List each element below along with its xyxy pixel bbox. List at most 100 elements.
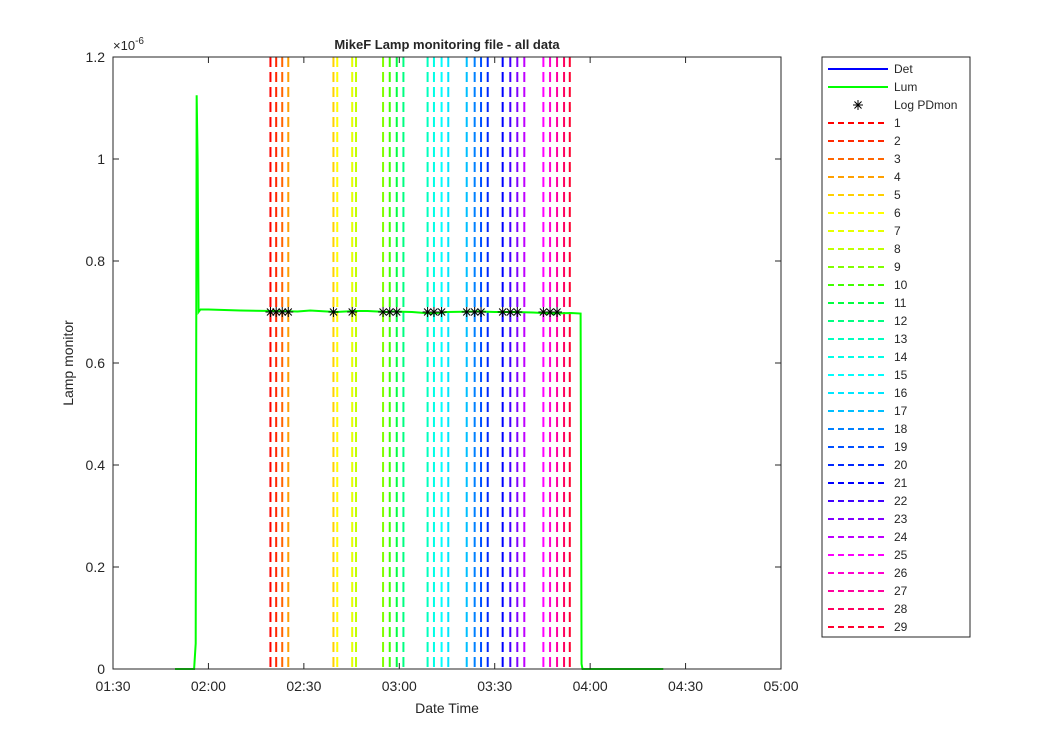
log-pdmon-point-3-stroke-3 <box>278 308 287 316</box>
legend-item-14: 14 <box>828 350 908 364</box>
legend-label: 18 <box>894 422 908 436</box>
x-tick-label: 03:30 <box>477 678 512 694</box>
legend-item-8: 8 <box>828 242 901 256</box>
log-pdmon-point-18-stroke-3 <box>513 308 522 316</box>
legend-swatch-star <box>853 100 863 110</box>
legend-label: 21 <box>894 476 908 490</box>
y-axis-ticks: 0 0.2 0.4 0.6 0.8 1 1.2 <box>86 49 781 677</box>
log-pdmon-point-12 <box>436 307 447 317</box>
y-tick-label: 1 <box>97 151 105 167</box>
legend-item-11: 11 <box>828 296 907 310</box>
log-pdmon-point-16 <box>497 307 508 317</box>
log-pdmon-point-5-stroke-3 <box>329 308 338 316</box>
legend-label: 3 <box>894 152 901 166</box>
legend-label: 14 <box>894 350 908 364</box>
legend-item-15: 15 <box>828 368 908 382</box>
legend-label: 5 <box>894 188 901 202</box>
log-pdmon-point-2-stroke-3 <box>272 308 281 316</box>
y-exponent-base: ×10 <box>113 38 135 53</box>
legend-label: 8 <box>894 242 901 256</box>
log-pdmon-point-5 <box>328 307 339 317</box>
legend-label: 22 <box>894 494 908 508</box>
legend-label: 27 <box>894 584 908 598</box>
log-pdmon-point-4-stroke-3 <box>284 308 293 316</box>
legend-label: 16 <box>894 386 908 400</box>
x-tick-label: 04:00 <box>573 678 608 694</box>
y-axis-label: Lamp monitor <box>60 320 76 406</box>
legend-item-10: 10 <box>828 278 908 292</box>
y-tick-label: 0.6 <box>86 355 106 371</box>
log-pdmon-point-21-stroke-3 <box>553 308 561 316</box>
legend-label: 11 <box>894 296 907 310</box>
x-axis-ticks: 01:30 02:00 02:30 03:00 03:30 04:00 04:30 05:00 <box>95 57 799 694</box>
y-axis-exponent: ×10-6 <box>113 36 144 53</box>
legend-label: Lum <box>894 80 917 94</box>
log-pdmon-point-2 <box>271 307 282 317</box>
legend-label: 10 <box>894 278 908 292</box>
log-pdmon-points <box>265 307 563 317</box>
legend-label: 25 <box>894 548 908 562</box>
x-tick-label: 01:30 <box>95 678 130 694</box>
legend-item-17: 17 <box>828 404 908 418</box>
legend-label: Det <box>894 62 913 76</box>
y-tick-label: 0 <box>97 661 105 677</box>
log-pdmon-point-16-stroke-3 <box>498 308 507 316</box>
log-pdmon-point-18 <box>512 307 523 317</box>
legend-item-19: 19 <box>828 440 908 454</box>
legend-item-9: 9 <box>828 260 901 274</box>
legend-item-27: 27 <box>828 584 908 598</box>
log-pdmon-point-21 <box>552 307 563 317</box>
legend-item-24: 24 <box>828 530 908 544</box>
legend-item-5: 5 <box>828 188 901 202</box>
log-pdmon-point-8-stroke-3 <box>385 308 394 316</box>
legend-item-22: 22 <box>828 494 908 508</box>
log-pdmon-point-17-stroke-3 <box>506 308 515 316</box>
legend-label: 12 <box>894 314 908 328</box>
log-pdmon-point-8 <box>384 307 395 317</box>
legend-swatch-star-stroke-3 <box>854 101 862 109</box>
legend-item-7: 7 <box>828 224 901 238</box>
log-pdmon-point-1-stroke-3 <box>266 308 275 316</box>
y-tick-label: 1.2 <box>86 49 106 65</box>
log-pdmon-point-6-stroke-3 <box>348 308 357 316</box>
y-exponent-power: -6 <box>135 36 144 47</box>
legend-item-4: 4 <box>828 170 901 184</box>
legend-item-2: 2 <box>828 134 901 148</box>
legend-label: 2 <box>894 134 901 148</box>
legend-item-18: 18 <box>828 422 908 436</box>
legend-label: 13 <box>894 332 908 346</box>
log-pdmon-point-19-stroke-3 <box>539 308 548 316</box>
x-tick-label: 04:30 <box>668 678 703 694</box>
legend-label: Log PDmon <box>894 98 957 112</box>
legend-label: 9 <box>894 260 901 274</box>
log-pdmon-point-15 <box>476 307 487 317</box>
plot-area <box>113 57 781 669</box>
x-tick-label: 02:30 <box>286 678 321 694</box>
legend-item-26: 26 <box>828 566 908 580</box>
y-tick-label: 0.2 <box>86 559 106 575</box>
log-pdmon-point-4 <box>283 307 294 317</box>
legend-item-lum: Lum <box>828 80 917 94</box>
legend-label: 7 <box>894 224 901 238</box>
log-pdmon-point-11-stroke-3 <box>430 308 438 316</box>
log-pdmon-point-19 <box>538 307 549 317</box>
legend-label: 28 <box>894 602 908 616</box>
series-lines <box>175 95 664 670</box>
legend-item-28: 28 <box>828 602 908 616</box>
y-tick-label: 0.8 <box>86 253 106 269</box>
legend-label: 20 <box>894 458 908 472</box>
legend-item-29: 29 <box>828 620 908 634</box>
legend-label: 17 <box>894 404 908 418</box>
x-tick-label: 03:00 <box>382 678 417 694</box>
legend-item-12: 12 <box>828 314 908 328</box>
legend-item-3: 3 <box>828 152 901 166</box>
log-pdmon-point-10-stroke-3 <box>423 308 432 316</box>
legend-item-16: 16 <box>828 386 908 400</box>
legend-label: 1 <box>894 116 901 130</box>
log-pdmon-point-14-stroke-3 <box>470 308 479 316</box>
legend-label: 4 <box>894 170 901 184</box>
log-pdmon-point-9-stroke-3 <box>392 308 401 316</box>
legend-item-23: 23 <box>828 512 908 526</box>
